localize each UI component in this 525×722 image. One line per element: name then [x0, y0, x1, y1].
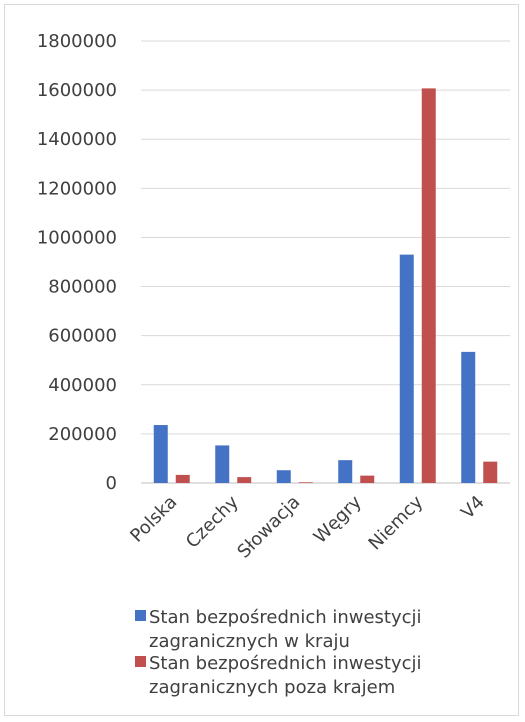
bar-in-country-1	[215, 445, 230, 483]
x-tick-label: Węgry	[310, 491, 366, 547]
bar-abroad-2	[298, 482, 313, 483]
legend-label: zagranicznych w kraju	[149, 631, 350, 652]
bar-abroad-4	[421, 88, 436, 484]
x-tick-label: Niemcy	[365, 491, 428, 554]
legend-swatch	[135, 610, 146, 621]
bar-in-country-0	[153, 425, 168, 483]
y-tick-label: 400000	[48, 375, 117, 396]
y-tick-label: 1800000	[37, 31, 117, 52]
legend: Stan bezpośrednich inwestycjizagraniczny…	[135, 607, 422, 698]
legend-label: Stan bezpośrednich inwestycji	[149, 653, 422, 674]
x-tick-label: Czechy	[182, 491, 243, 552]
y-tick-label: 200000	[48, 424, 117, 445]
x-tick-label: Polska	[126, 492, 181, 547]
bars	[153, 88, 498, 484]
bar-in-country-3	[338, 460, 353, 483]
y-tick-label: 1400000	[37, 129, 117, 150]
y-tick-label: 800000	[48, 277, 117, 298]
bar-in-country-2	[276, 470, 291, 483]
bar-abroad-0	[175, 474, 190, 483]
bar-in-country-5	[461, 351, 476, 483]
y-axis-ticks: 0 200000 400000 600000 800000 1000000 1200000 1…	[37, 31, 117, 494]
x-tick-label: V4	[457, 492, 489, 524]
legend-swatch	[135, 656, 146, 667]
y-tick-label: 1600000	[37, 80, 117, 101]
y-tick-label: 1200000	[37, 178, 117, 199]
y-tick-label: 600000	[48, 326, 117, 347]
bar-abroad-3	[360, 475, 375, 483]
bar-in-country-4	[399, 254, 414, 483]
y-tick-label: 1000000	[37, 227, 117, 248]
legend-label: zagranicznych poza krajem	[149, 677, 395, 698]
legend-label: Stan bezpośrednich inwestycji	[149, 607, 422, 628]
y-tick-label: 0	[106, 473, 117, 494]
bar-abroad-1	[237, 477, 252, 483]
bar-abroad-5	[483, 461, 498, 483]
x-tick-label: Słowacja	[233, 492, 304, 563]
gridlines	[141, 40, 510, 484]
